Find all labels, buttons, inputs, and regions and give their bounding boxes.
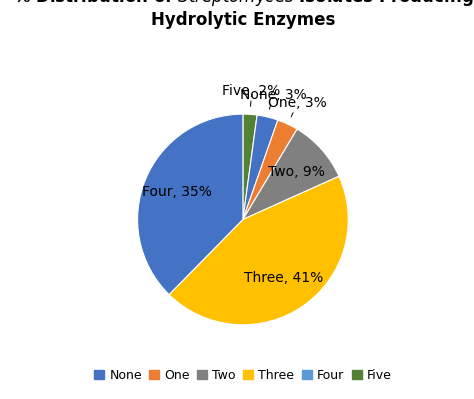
Text: Three, 41%: Three, 41% [244, 271, 323, 285]
Title: % Distribution of $\it{Streptomyces}$ Isolates Producing
Hydrolytic Enzymes: % Distribution of $\it{Streptomyces}$ Is… [13, 0, 473, 29]
Text: Two, 9%: Two, 9% [268, 165, 325, 179]
Text: Four, 35%: Four, 35% [142, 185, 211, 200]
Wedge shape [243, 120, 297, 219]
Text: None, 3%: None, 3% [240, 87, 306, 109]
Text: Five, 2%: Five, 2% [222, 84, 281, 106]
Wedge shape [243, 115, 278, 219]
Legend: None, One, Two, Three, Four, Five: None, One, Two, Three, Four, Five [89, 364, 397, 387]
Wedge shape [243, 129, 339, 219]
Text: One, 3%: One, 3% [268, 96, 327, 117]
Wedge shape [243, 114, 257, 219]
Wedge shape [169, 176, 348, 325]
Wedge shape [137, 114, 243, 294]
